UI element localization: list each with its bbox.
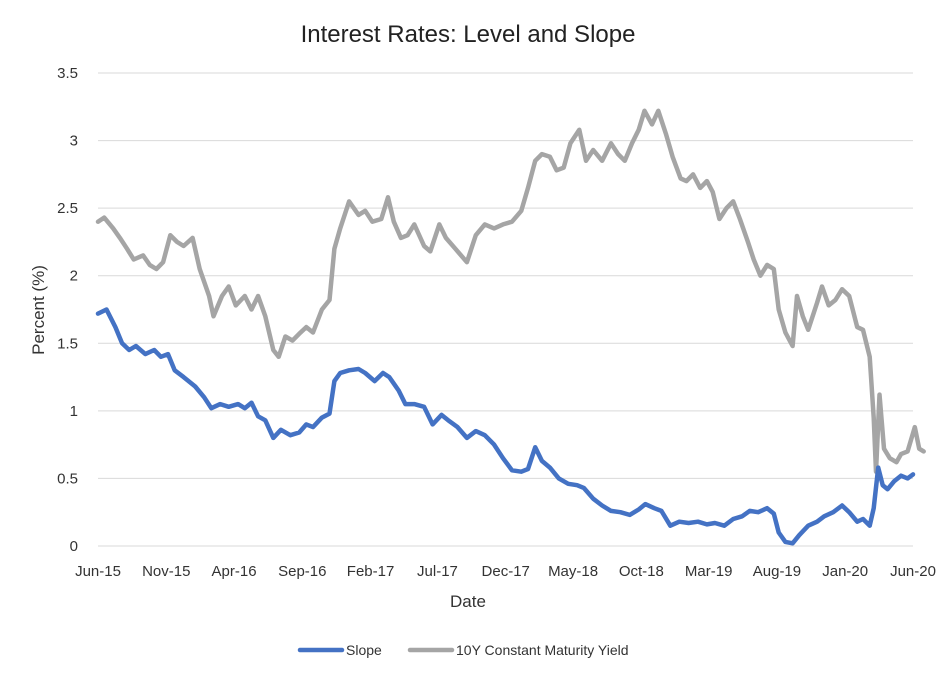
- x-tick-label: Aug-19: [753, 563, 801, 580]
- series-line-yield: [95, 108, 926, 474]
- x-tick-label: Jun-15: [75, 563, 121, 580]
- x-tick-label: Sep-16: [278, 563, 326, 580]
- series-line-slope: [95, 307, 916, 546]
- legend-label: 10Y Constant Maturity Yield: [456, 642, 629, 658]
- x-tick-label: Dec-17: [482, 563, 530, 580]
- legend-label: Slope: [346, 642, 382, 658]
- x-tick-label: Jul-17: [417, 563, 458, 580]
- y-tick-label: 1.5: [57, 335, 78, 352]
- series-lines: [95, 108, 926, 546]
- y-axis-label: Percent (%): [29, 265, 48, 355]
- x-axis-label: Date: [450, 592, 486, 611]
- x-tick-label: Oct-18: [619, 563, 664, 580]
- x-tick-label: Mar-19: [685, 563, 733, 580]
- y-tick-label: 3: [70, 133, 78, 150]
- y-tick-label: 2: [70, 268, 78, 285]
- x-tick-label: Apr-16: [212, 563, 257, 580]
- y-tick-label: 3.5: [57, 65, 78, 82]
- legend: Slope 10Y Constant Maturity Yield: [297, 642, 629, 658]
- y-tick-label: 0: [70, 538, 78, 555]
- x-axis-ticks: Jun-15 Nov-15 Apr-16 Sep-16 Feb-17 Jul-17 Dec-…: [75, 563, 936, 580]
- x-tick-label: May-18: [548, 563, 598, 580]
- y-tick-label: 2.5: [57, 200, 78, 217]
- y-tick-label: 0.5: [57, 470, 78, 487]
- x-tick-label: Feb-17: [347, 563, 395, 580]
- x-tick-label: Jun-20: [890, 563, 936, 580]
- y-tick-label: 1: [70, 403, 78, 420]
- gridlines: [98, 72, 913, 547]
- chart-title: Interest Rates: Level and Slope: [301, 21, 636, 48]
- y-axis-ticks: 0 0.5 1 1.5 2 2.5 3 3.5: [57, 65, 78, 555]
- x-tick-label: Nov-15: [142, 563, 190, 580]
- x-tick-label: Jan-20: [822, 563, 868, 580]
